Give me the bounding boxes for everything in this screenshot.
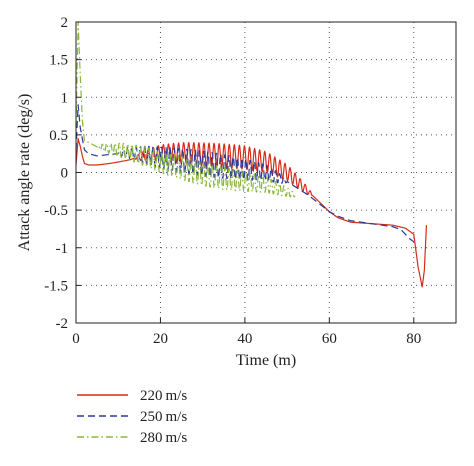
y-tick-label: -2 xyxy=(56,316,69,332)
y-tick-label: -1.5 xyxy=(44,278,68,294)
x-tick-label: 20 xyxy=(153,331,168,347)
y-tick-label: 2 xyxy=(61,15,69,31)
axis-ticks: 0 20 40 60 80 -2 -1.5 -1 -0.5 0 0.5 1 1.5 2 xyxy=(44,15,421,347)
y-tick-label: 1.5 xyxy=(49,53,68,69)
y-tick-label: 0 xyxy=(61,166,69,182)
y-tick-label: -0.5 xyxy=(44,203,68,219)
y-tick-label: 0.5 xyxy=(49,128,68,144)
x-tick-label: 80 xyxy=(406,331,421,347)
x-axis-label: Time (m) xyxy=(236,352,296,369)
x-tick-label: 40 xyxy=(237,331,252,347)
x-tick-label: 0 xyxy=(72,331,80,347)
legend-label-1: 250 m/s xyxy=(140,409,187,425)
y-tick-label: 1 xyxy=(61,90,69,106)
y-axis-label: Attack angle rate (deg/s) xyxy=(16,94,33,252)
legend-label-2: 280 m/s xyxy=(140,430,187,446)
x-tick-label: 60 xyxy=(322,331,337,347)
series-line-0 xyxy=(75,138,428,288)
y-tick-label: -1 xyxy=(56,241,69,257)
legend-label-0: 220 m/s xyxy=(140,388,187,404)
series-lines xyxy=(75,21,428,288)
series-line-1 xyxy=(75,104,415,243)
legend: 220 m/s 250 m/s 280 m/s xyxy=(77,388,187,446)
